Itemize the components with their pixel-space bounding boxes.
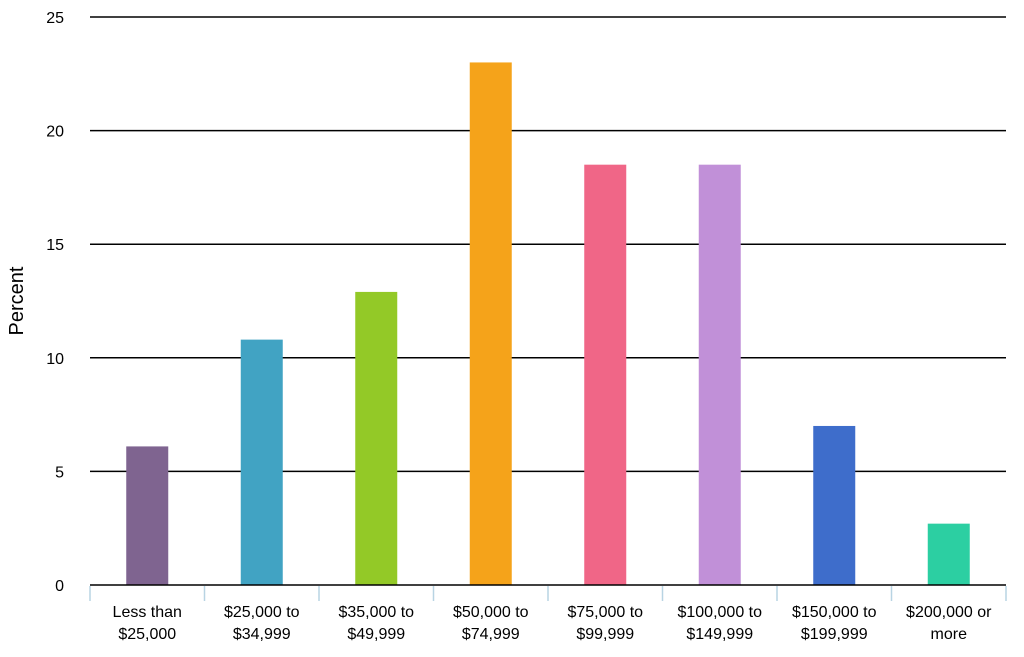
x-axis [89,584,1007,601]
bar [126,446,169,585]
x-category-label: $149,999 [686,626,753,643]
x-category-label: $50,000 to [453,604,529,621]
gridlines [90,16,1006,473]
x-category-label: $75,000 to [567,604,643,621]
x-category-label: $25,000 [118,626,176,643]
x-category-label: $25,000 to [224,604,300,621]
x-category-label: more [931,626,968,643]
x-category-label: $34,999 [233,626,291,643]
x-axis-labels: Less than $25,000 $25,000 to $34,999 $35,000… [113,604,993,643]
y-tick-label: 5 [55,464,64,481]
x-category-label: $200,000 or [906,604,992,621]
bar [584,164,627,585]
y-tick-label: 20 [46,124,64,141]
x-category-label: $35,000 to [338,604,414,621]
bar [813,425,856,585]
y-tick-label: 15 [46,237,64,254]
x-category-label: $74,999 [462,626,520,643]
bars [126,62,970,585]
x-category-label: $99,999 [576,626,634,643]
y-tick-label: 25 [46,10,64,27]
y-tick-label: 0 [55,578,64,595]
bar [240,339,283,585]
y-tick-label: 10 [46,351,64,368]
y-axis-title: Percent [6,266,28,335]
bar [927,523,970,585]
x-category-label: Less than [113,604,182,621]
x-category-label: $150,000 to [792,604,877,621]
x-category-label: $49,999 [347,626,405,643]
x-category-label: $100,000 to [677,604,762,621]
bar [469,62,512,585]
bar [355,291,398,585]
bar [698,164,741,585]
x-category-label: $199,999 [801,626,868,643]
y-axis-ticks: 0 5 10 15 20 25 [46,10,64,595]
